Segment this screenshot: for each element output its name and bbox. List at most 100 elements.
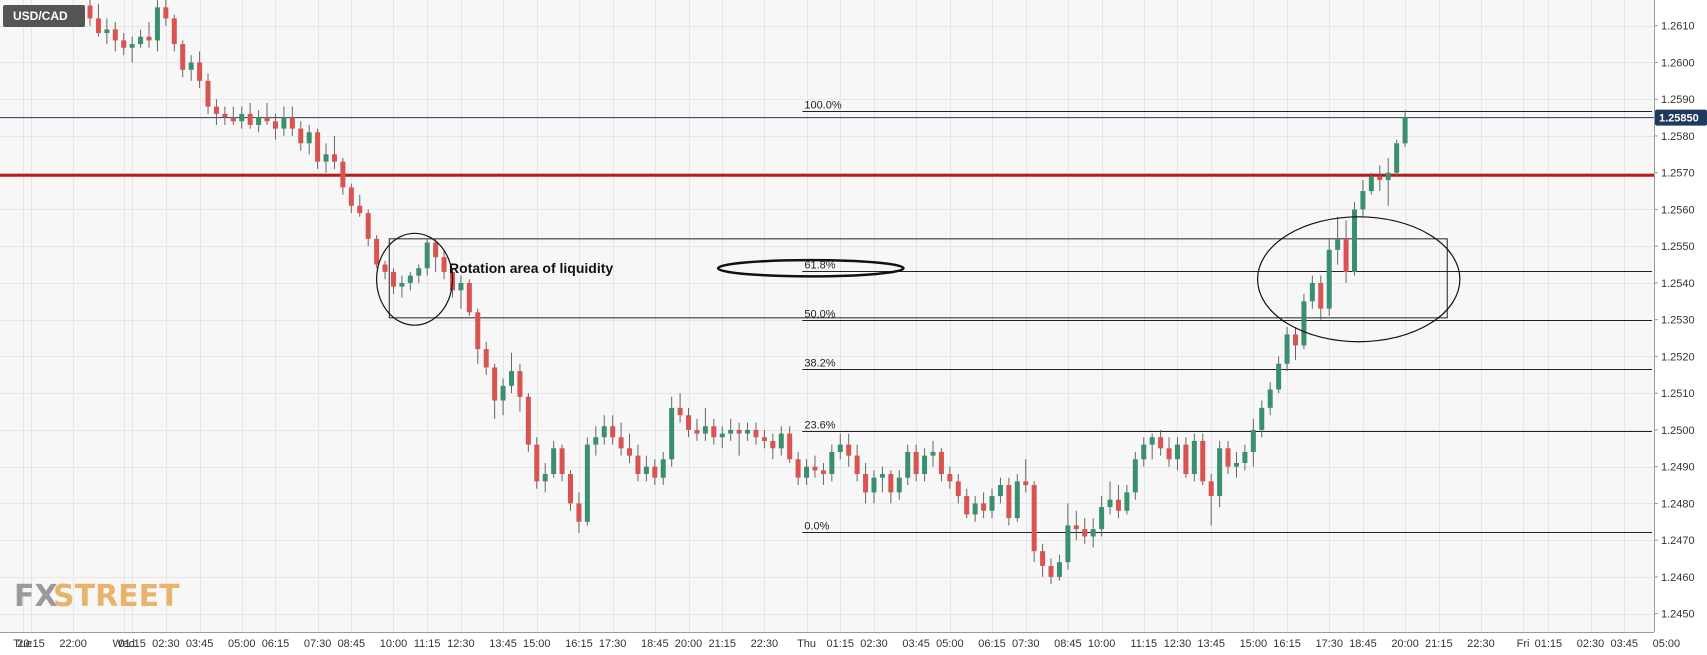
x-tick-label-30: 10:00 — [1088, 638, 1116, 650]
candle-body — [568, 474, 574, 504]
candle-body — [247, 113, 253, 125]
candle-body — [475, 312, 481, 350]
candle-20 — [256, 110, 262, 133]
candle-body — [205, 80, 211, 107]
candle-body — [222, 113, 228, 118]
candle-body — [1284, 334, 1290, 364]
y-tick-label-0: 1.2450 — [1661, 609, 1695, 621]
candle-body — [551, 448, 557, 474]
candle-body — [778, 433, 784, 449]
x-tick-label-44: 03:45 — [1610, 638, 1638, 650]
candle-body — [1014, 481, 1020, 519]
candle-body — [694, 429, 700, 434]
x-tick-label-4: 01:15 — [118, 638, 146, 650]
candle-101 — [938, 448, 944, 482]
y-tick-label-5: 1.2500 — [1661, 425, 1695, 437]
x-tick-label-41: Fri — [1517, 638, 1530, 650]
candle-body — [500, 385, 506, 401]
candle-body — [795, 459, 801, 478]
candle-body — [753, 429, 759, 438]
candle-139 — [1259, 400, 1265, 438]
fib-label-3: 38.2% — [804, 358, 835, 370]
candle-39 — [416, 264, 422, 283]
candle-112 — [1031, 481, 1037, 563]
candle-0 — [87, 0, 93, 26]
candle-141 — [1276, 356, 1282, 394]
candle-body — [281, 117, 287, 129]
y-tick-label-6: 1.2510 — [1661, 388, 1695, 400]
candle-body — [1090, 529, 1096, 537]
candle-body — [95, 18, 101, 34]
candle-body — [618, 437, 624, 449]
candle-77 — [736, 422, 742, 456]
candle-47 — [483, 341, 489, 375]
x-tick-label-39: 21:15 — [1425, 638, 1453, 650]
x-tick-label-15: 15:00 — [523, 638, 551, 650]
candle-9 — [163, 0, 169, 26]
candle-28 — [323, 143, 329, 173]
candle-83 — [787, 426, 793, 463]
fib-label-2: 50.0% — [804, 309, 835, 321]
x-tick-label-7: 05:00 — [228, 638, 256, 650]
current-price-value: 1.25850 — [1659, 113, 1699, 125]
candle-body — [1259, 407, 1265, 430]
candle-21 — [264, 102, 270, 125]
x-tick-label-10: 08:45 — [338, 638, 366, 650]
candle-body — [1335, 238, 1341, 250]
x-tick-label-20: 21:15 — [708, 638, 736, 650]
candle-105 — [972, 496, 978, 522]
candle-body — [492, 367, 498, 401]
candle-body — [121, 40, 127, 48]
candle-136 — [1233, 451, 1239, 478]
candle-37 — [399, 275, 405, 298]
candle-41 — [433, 238, 439, 272]
candle-138 — [1250, 418, 1256, 467]
x-tick-label-31: 11:15 — [1130, 638, 1157, 650]
candle-115 — [1056, 554, 1062, 581]
candle-body — [87, 5, 93, 19]
logo-street: STREET — [53, 579, 180, 614]
candle-body — [711, 426, 717, 438]
candle-body — [702, 426, 708, 434]
x-tick-label-17: 17:30 — [599, 638, 627, 650]
candle-46 — [475, 308, 481, 364]
candle-body — [652, 466, 658, 478]
candle-body — [896, 477, 902, 493]
candle-55 — [551, 440, 557, 478]
candle-98 — [913, 444, 919, 482]
candle-body — [1402, 117, 1408, 144]
candle-body — [905, 451, 911, 478]
candle-body — [1301, 301, 1307, 346]
x-tick-label-18: 18:45 — [641, 638, 669, 650]
candle-96 — [896, 470, 902, 500]
candle-body — [509, 371, 514, 386]
candle-body — [466, 282, 472, 313]
candle-61 — [601, 415, 607, 445]
candle-48 — [492, 363, 498, 419]
candle-body — [306, 132, 312, 144]
candle-body — [213, 106, 219, 114]
candle-body — [146, 36, 152, 41]
candle-body — [289, 117, 295, 129]
candle-33 — [365, 209, 371, 247]
candle-body — [1276, 363, 1282, 390]
candle-81 — [770, 433, 776, 460]
candle-154 — [1385, 158, 1391, 206]
candle-38 — [407, 271, 413, 291]
candle-body — [239, 113, 245, 122]
candle-body — [837, 444, 843, 452]
x-tick-label-8: 06:15 — [262, 638, 290, 650]
candle-62 — [610, 415, 616, 445]
y-axis-ticks: 1.2450 1.2460 1.2470 1.2480 1.2490 1.2500 1.25… — [1654, 21, 1695, 621]
symbol-label: USD/CAD — [13, 9, 68, 23]
candle-body — [947, 474, 953, 482]
y-tick-label-1: 1.2460 — [1661, 572, 1695, 584]
candle-body — [340, 161, 346, 188]
candle-body — [922, 455, 928, 474]
y-tick-label-8: 1.2530 — [1661, 315, 1695, 327]
fib-label-4: 23.6% — [804, 420, 835, 432]
fxstreet-logo: FX STREET — [14, 579, 180, 614]
y-tick-label-15: 1.2600 — [1661, 57, 1695, 69]
x-tick-label-25: 03:45 — [902, 638, 930, 650]
candle-23 — [281, 106, 287, 136]
